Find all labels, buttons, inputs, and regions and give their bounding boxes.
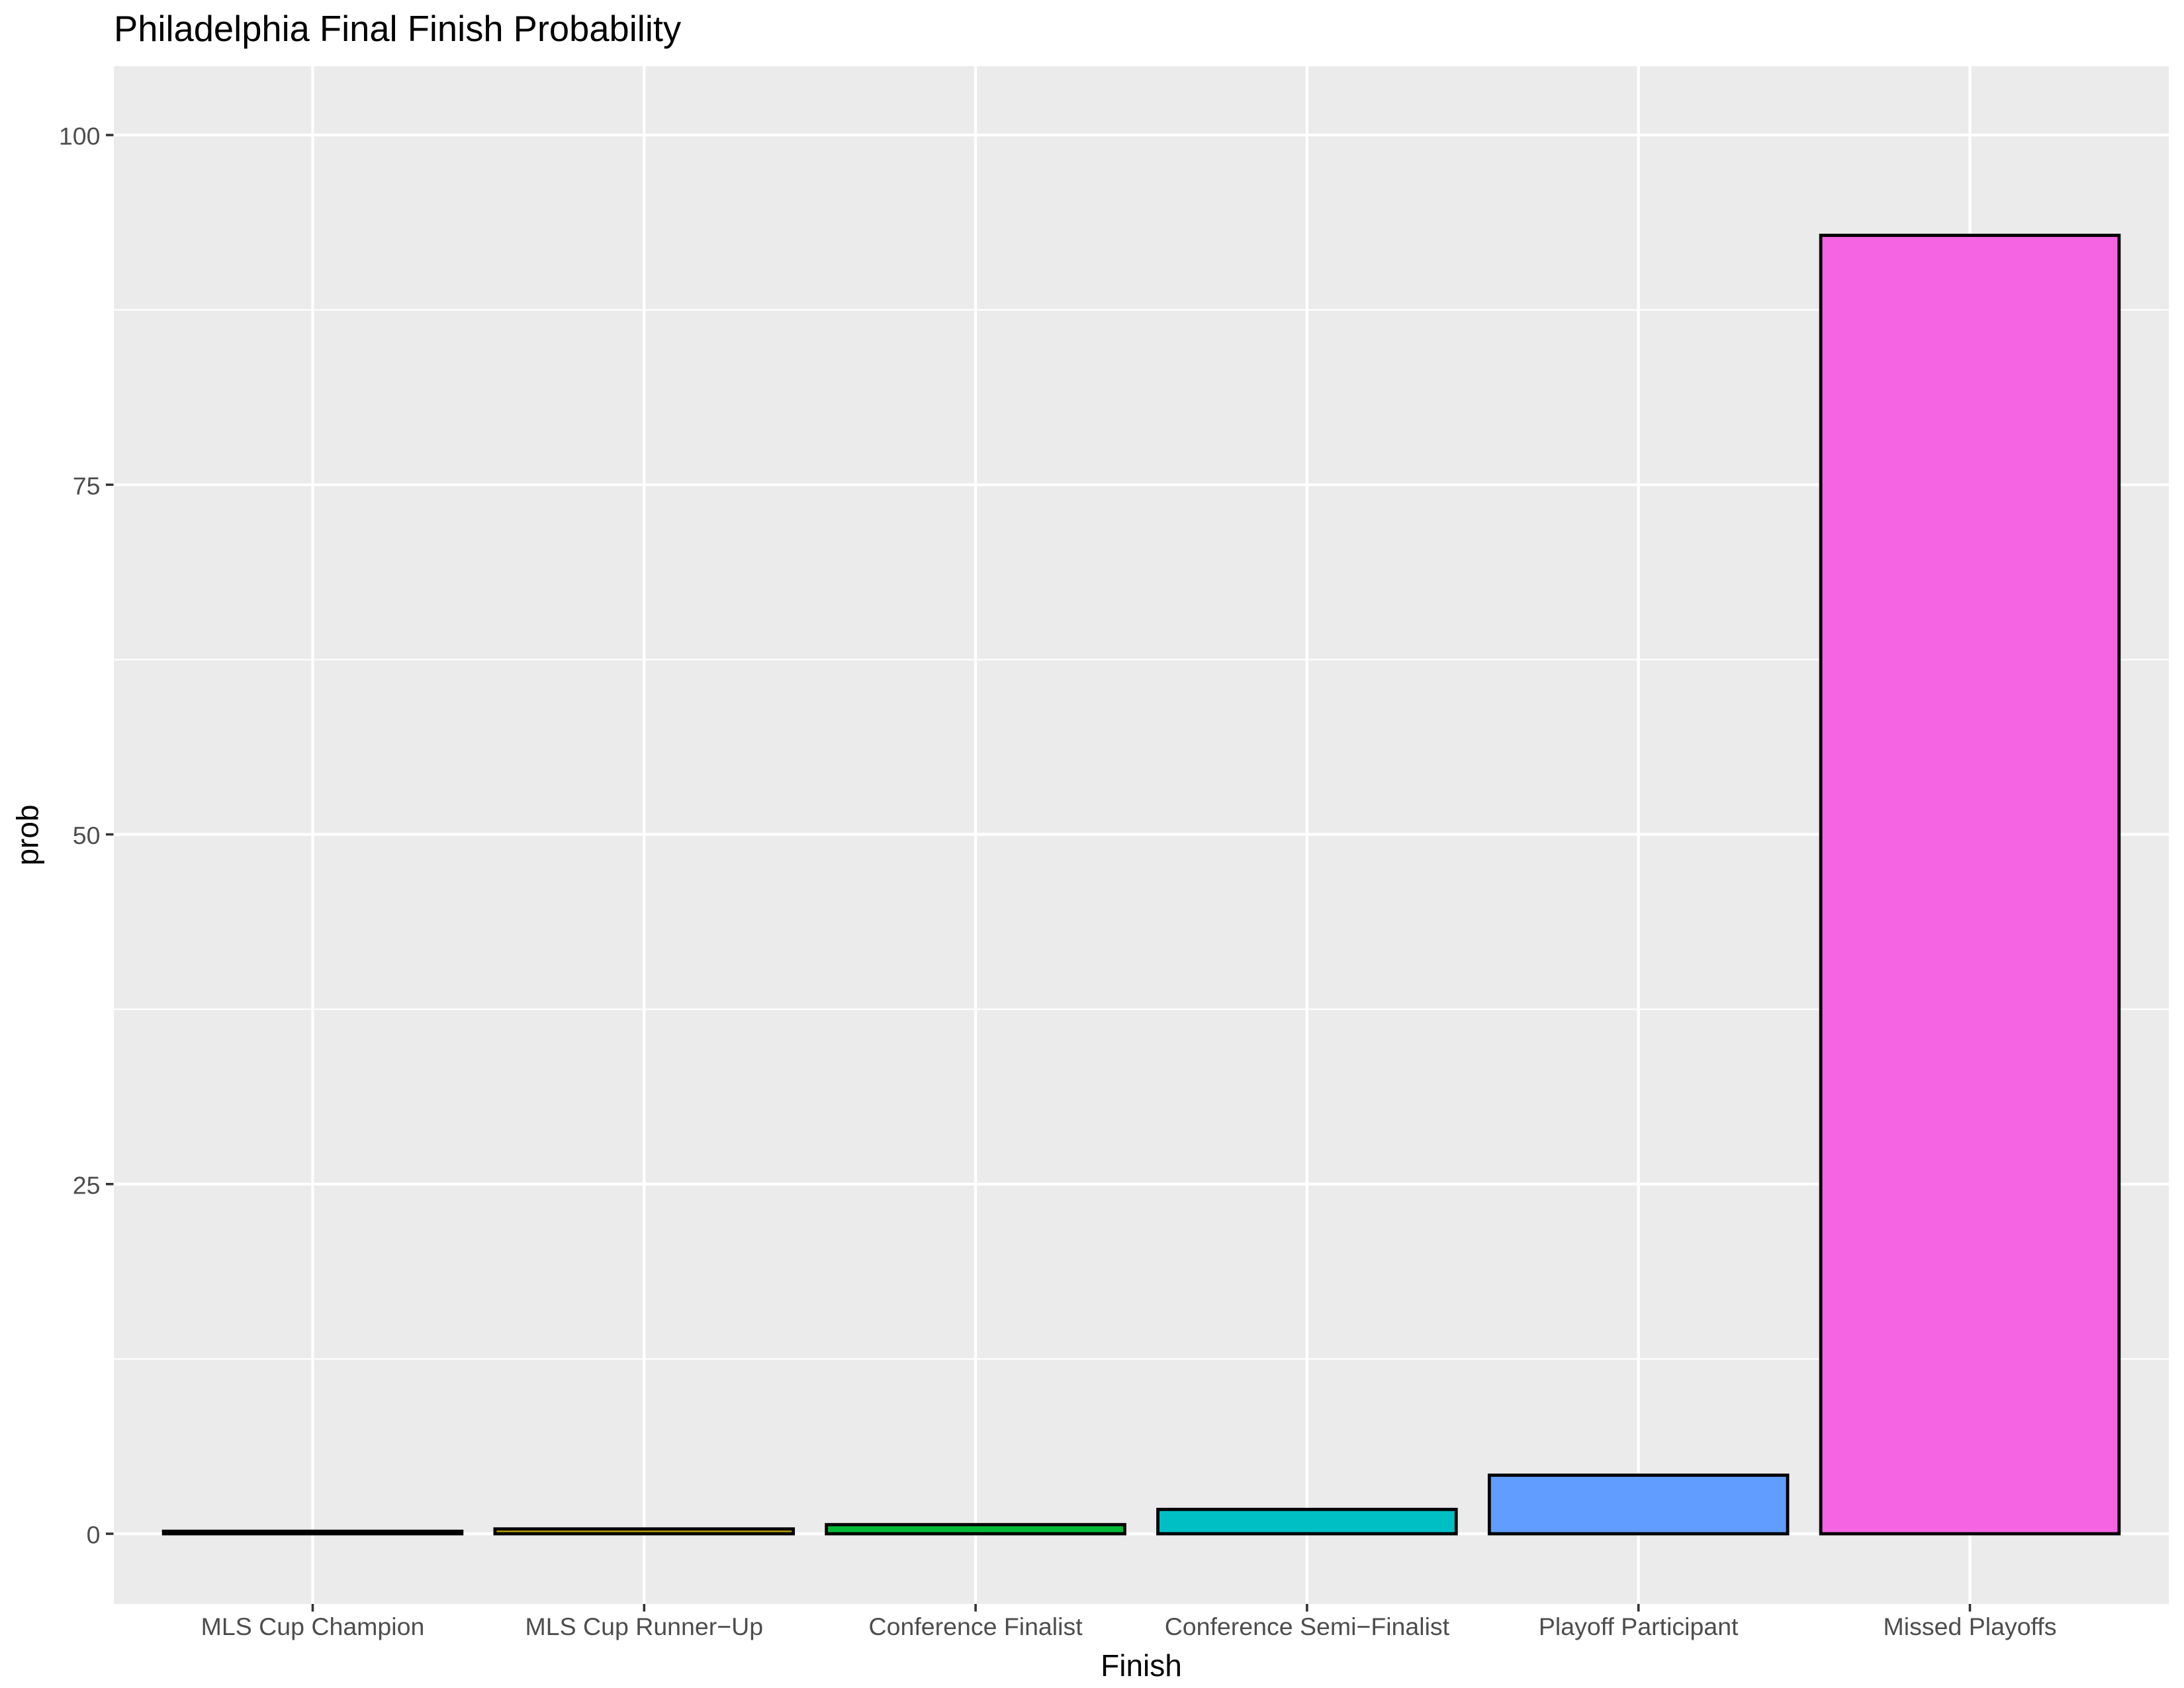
svg-text:MLS Cup Champion: MLS Cup Champion [201,1613,425,1640]
svg-text:50: 50 [73,821,101,849]
svg-text:100: 100 [59,122,101,150]
svg-text:Playoff Participant: Playoff Participant [1539,1613,1739,1640]
svg-text:prob: prob [11,804,45,865]
svg-text:25: 25 [73,1171,101,1199]
svg-text:0: 0 [87,1521,101,1549]
svg-text:Philadelphia Final Finish Prob: Philadelphia Final Finish Probability [114,9,682,49]
svg-text:Missed Playoffs: Missed Playoffs [1884,1613,2057,1640]
svg-text:75: 75 [73,472,101,500]
svg-text:Conference Semi−Finalist: Conference Semi−Finalist [1165,1613,1450,1640]
svg-text:Finish: Finish [1101,1648,1182,1683]
svg-text:Conference Finalist: Conference Finalist [869,1613,1083,1640]
svg-text:MLS Cup Runner−Up: MLS Cup Runner−Up [525,1613,764,1640]
